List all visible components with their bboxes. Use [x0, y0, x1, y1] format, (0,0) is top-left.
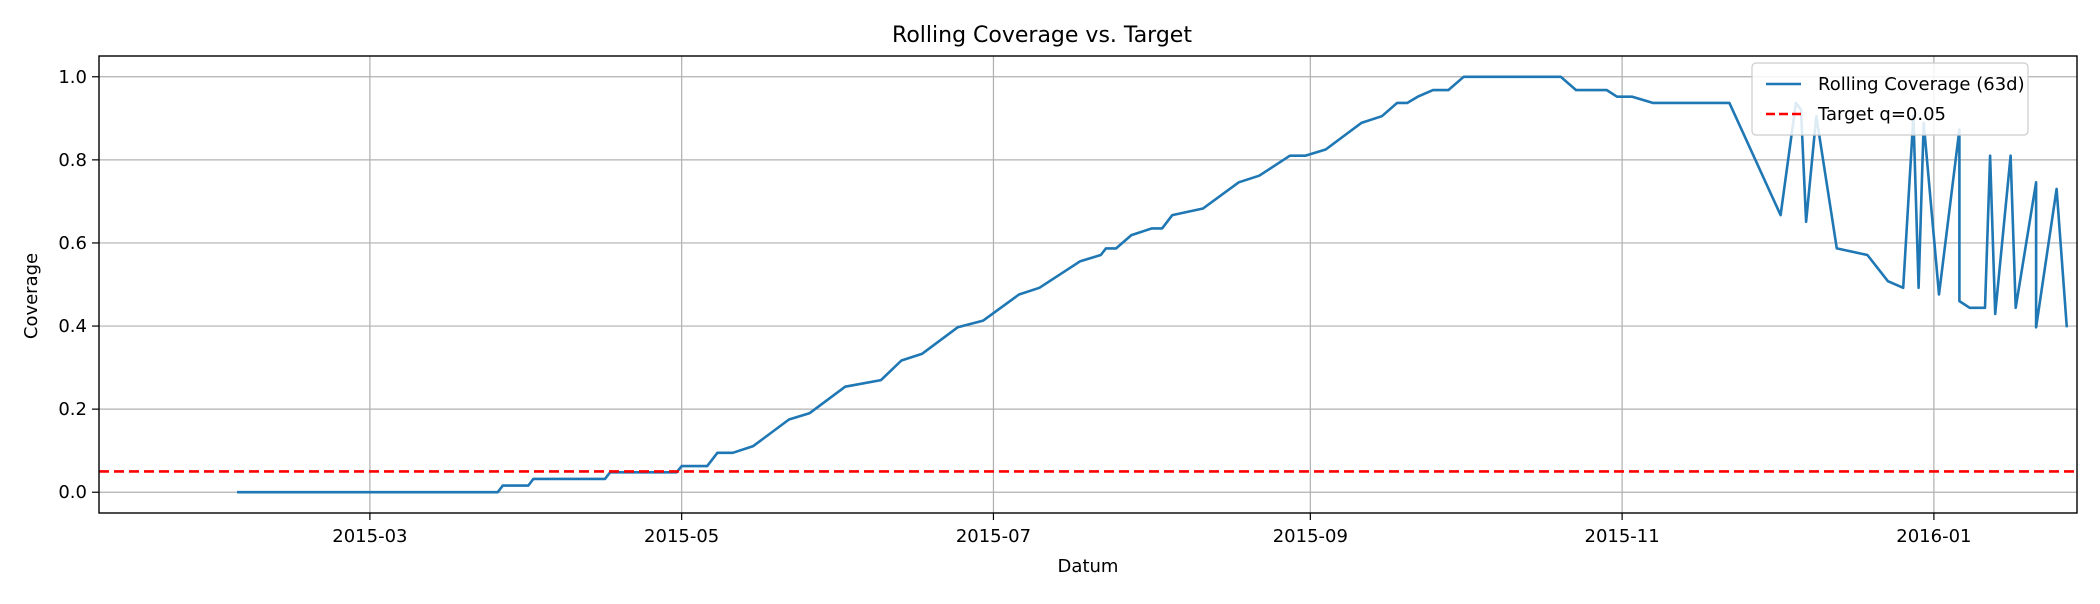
y-tick-label: 0.0: [58, 482, 87, 503]
y-tick-label: 0.2: [58, 399, 87, 420]
plot-series: [99, 75, 2077, 494]
axes: 2015-03 2015-05 2015-07 2015-09 2015-11 2016-…: [58, 55, 2078, 547]
series-line-rolling-coverage: [237, 75, 2069, 494]
legend-label-target: Target q=0.05: [1817, 104, 1946, 125]
x-tick-label: 2015-09: [1273, 526, 1348, 547]
chart-title: Rolling Coverage vs. Target: [892, 23, 1192, 48]
x-tick-label: 2015-11: [1585, 526, 1660, 547]
legend-label-rolling-coverage: Rolling Coverage (63d): [1818, 74, 2025, 95]
plot-frame: [98, 55, 2078, 514]
legend: Rolling Coverage (63d) Target q=0.05: [1751, 62, 2029, 136]
legend-box: [1751, 62, 2029, 136]
x-tick-label: 2015-05: [644, 526, 719, 547]
y-tick-label: 0.4: [58, 316, 87, 337]
x-tick-label: 2016-01: [1896, 526, 1971, 547]
y-tick-label: 0.8: [58, 150, 87, 171]
y-tick-label: 0.6: [58, 233, 87, 254]
y-tick-label: 1.0: [58, 67, 87, 88]
grid-lines: [99, 56, 2077, 513]
x-tick-label: 2015-07: [956, 526, 1031, 547]
y-axis-label: Coverage: [21, 253, 42, 339]
x-tick-label: 2015-03: [332, 526, 407, 547]
x-axis-label: Datum: [1058, 556, 1119, 577]
